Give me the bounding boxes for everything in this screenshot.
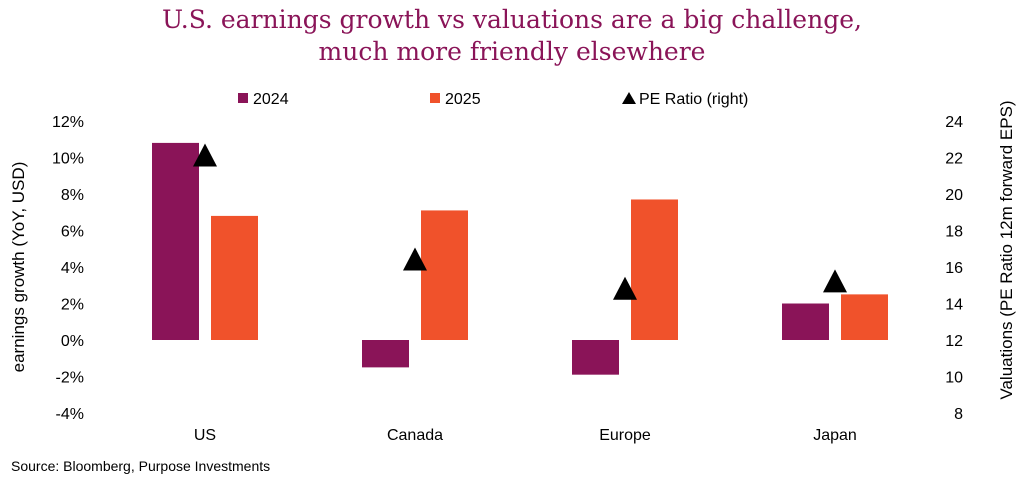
legend-swatch-2025 [430, 93, 440, 103]
x-tick-label: Canada [387, 427, 443, 444]
y2-tick-label: 14 [945, 297, 963, 314]
bar-2024-canada [362, 340, 409, 368]
y-tick-label: 2% [61, 297, 84, 314]
chart-title-line-1: U.S. earnings growth vs valuations are a… [162, 5, 862, 34]
y2-tick-label: 12 [945, 333, 963, 350]
bar-2024-us [152, 142, 199, 340]
y-tick-label: 0% [61, 333, 84, 350]
chart-title: U.S. earnings growth vs valuations are a… [0, 4, 1024, 68]
y-tick-label: 4% [61, 260, 84, 277]
y2-tick-label: 24 [945, 114, 963, 131]
y2-tick-label: 10 [945, 370, 963, 387]
y2-tick-label: 22 [945, 151, 963, 168]
legend-marker-pe-ratio [622, 92, 636, 104]
pe-ratio-marker-europe [613, 276, 637, 300]
source-note: Source: Bloomberg, Purpose Investments [11, 458, 271, 474]
bar-2025-canada [421, 210, 468, 340]
legend-label: 2025 [445, 91, 481, 108]
y-tick-label: 10% [52, 151, 84, 168]
x-tick-label: Japan [813, 427, 857, 444]
legend-swatch-2024 [238, 93, 248, 103]
y-tick-label: 6% [61, 224, 84, 241]
bar-2024-europe [572, 340, 619, 375]
y2-tick-label: 20 [945, 187, 963, 204]
legend-label: PE Ratio (right) [639, 91, 748, 108]
bar-2025-us [211, 215, 258, 340]
legend-label: 2024 [253, 91, 289, 108]
y-tick-label: -2% [56, 370, 84, 387]
x-tick-label: US [194, 427, 216, 444]
bar-2024-japan [782, 303, 829, 340]
y2-tick-label: 16 [945, 260, 963, 277]
chart-title-line-2: much more friendly elsewhere [318, 37, 706, 66]
pe-ratio-marker-us [193, 143, 217, 167]
y-tick-label: 8% [61, 187, 84, 204]
pe-ratio-marker-canada [403, 247, 427, 271]
x-tick-label: Europe [599, 427, 651, 444]
y-tick-label: -4% [56, 406, 84, 423]
y2-axis-title: Valuations (PE Ratio 12m forward EPS) [997, 100, 1016, 399]
bar-2025-japan [841, 294, 888, 340]
bar-2025-europe [631, 199, 678, 340]
y-tick-label: 12% [52, 114, 84, 131]
y2-tick-label: 18 [945, 224, 963, 241]
y2-tick-label: 8 [954, 406, 963, 423]
pe-ratio-marker-japan [823, 269, 847, 293]
y-axis-title: earnings growth (YoY, USD) [9, 162, 28, 373]
